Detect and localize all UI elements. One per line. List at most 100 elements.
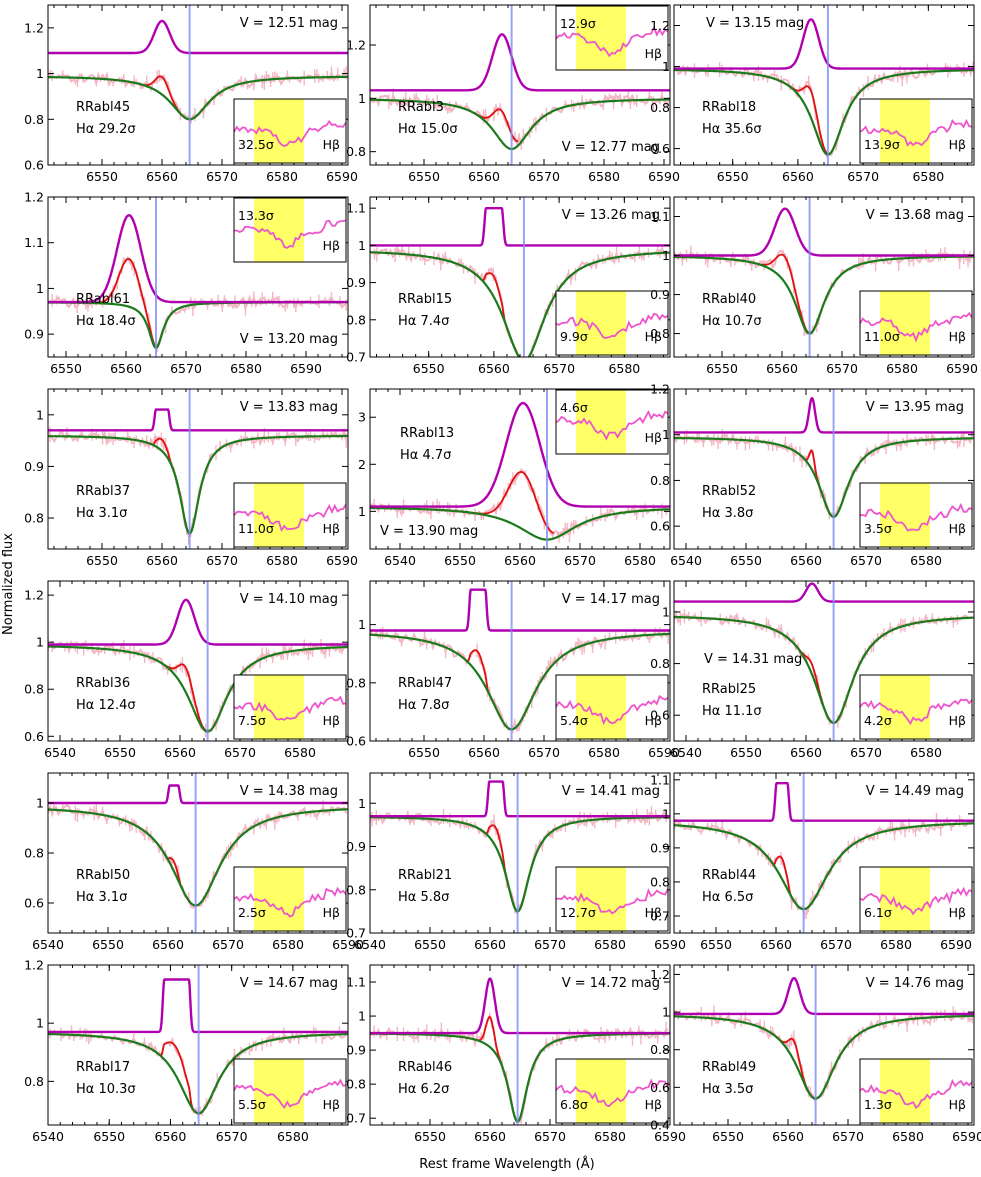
panel-rrabl44: 6550 6560 6570 6580 6590 0.7 0.8 0.9 1 1.1 V = 14.… <box>650 772 975 952</box>
hbeta-label: Hβ <box>323 238 340 253</box>
x-tick-label: 6580 <box>910 553 942 568</box>
hbeta-significance: 12.9σ <box>560 16 596 31</box>
axes-frame <box>47 964 349 1126</box>
plot-area <box>370 965 670 1125</box>
halpha-significance: Hα 3.8σ <box>702 506 753 521</box>
y-tick-label: 1 <box>36 281 44 296</box>
vmag-label: V = 14.41 mag <box>562 784 660 799</box>
hbeta-window <box>576 291 626 355</box>
halpha-significance: Hα 35.6σ <box>702 122 762 137</box>
y-tick-labels: 0.6 0.8 1 1.2 <box>650 18 670 156</box>
hbeta-label: Hβ <box>949 905 966 920</box>
x-tick-label: 6550 <box>700 937 732 952</box>
x-tick-labels: 6550 6560 6570 6580 6590 <box>712 1129 981 1144</box>
y-ticks <box>48 196 348 335</box>
x-tick-label: 6550 <box>408 169 440 184</box>
emission-component <box>674 582 974 603</box>
y-tick-label: 0.7 <box>346 350 366 365</box>
inset-frame <box>233 1058 347 1124</box>
hbeta-label: Hβ <box>949 137 966 152</box>
x-ticks <box>369 773 671 933</box>
x-tick-label: 6550 <box>104 745 136 760</box>
x-tick-label: 6570 <box>820 937 852 952</box>
hbeta-label: Hβ <box>645 46 662 61</box>
model-fit-red <box>469 269 533 357</box>
absorption-fit <box>370 816 670 913</box>
hbeta-curve <box>555 694 669 726</box>
panel-rrabl46: 6550 6560 6570 6580 6590 0.7 0.8 0.9 1 1.1 V = 14.… <box>346 964 686 1144</box>
x-tick-label: 6570 <box>212 937 244 952</box>
plot-area <box>370 773 670 933</box>
star-name: RRabl45 <box>76 100 130 115</box>
x-tick-label: 6570 <box>847 169 879 184</box>
hbeta-inset: 11.0σ Hβ <box>859 290 973 356</box>
hbeta-window <box>254 675 304 739</box>
y-tick-label: 0.8 <box>346 882 366 897</box>
halpha-significance: Hα 4.7σ <box>400 448 451 463</box>
x-tick-label: 6580 <box>588 169 620 184</box>
hbeta-window <box>880 867 930 931</box>
y-tick-label: 1 <box>358 504 366 519</box>
y-tick-label: 1.2 <box>24 588 44 603</box>
y-tick-labels: 0.4 0.6 0.8 1 1.2 <box>650 967 670 1133</box>
y-tick-labels: 0.7 0.8 0.9 1 1.1 <box>650 772 670 923</box>
x-ticks <box>47 773 349 933</box>
absorption-fit <box>674 68 974 156</box>
x-tick-label: 6590 <box>952 1129 981 1144</box>
emission-component <box>674 207 974 257</box>
y-tick-label: 0.6 <box>24 896 44 911</box>
x-tick-label: 6560 <box>760 937 792 952</box>
inset-frame <box>233 674 347 740</box>
y-tick-labels: 0.7 0.8 0.9 1 <box>346 796 366 941</box>
inset-frame <box>859 866 973 932</box>
emission-component <box>48 784 348 805</box>
hbeta-curve <box>555 312 669 339</box>
halpha-significance: Hα 15.0σ <box>398 122 458 137</box>
hbeta-window <box>576 390 626 454</box>
y-tick-label: 1.2 <box>650 382 670 397</box>
hbeta-inset: 12.7σ Hβ <box>555 866 669 932</box>
hbeta-label: Hβ <box>645 430 662 445</box>
hbeta-inset: 2.5σ Hβ <box>233 866 347 932</box>
y-tick-label: 0.8 <box>346 675 366 690</box>
panel-rrabl40: 6550 6560 6570 6580 6590 0.8 0.9 1 1.1 V = 13.68 … <box>650 196 978 376</box>
y-tick-labels: 0.6 0.8 1 <box>650 604 670 722</box>
panel-grid: 6550 6560 6570 6580 6590 0.6 0.8 1 1.2 V = 12.51 … <box>24 4 981 1144</box>
y-tick-labels: 0.8 1 1.2 <box>346 38 366 160</box>
y-tick-label: 1 <box>358 1009 366 1024</box>
model-fit-red <box>138 1041 207 1115</box>
hbeta-significance: 6.1σ <box>864 905 892 920</box>
y-tick-label: 0.8 <box>24 846 44 861</box>
absorption-fit <box>48 645 348 733</box>
model-fit-red <box>761 1027 824 1100</box>
absorption-fit <box>370 98 670 151</box>
x-tick-label: 6560 <box>468 169 500 184</box>
x-tick-label: 6550 <box>408 745 440 760</box>
y-tick-label: 1.2 <box>346 38 366 53</box>
emission-component <box>674 397 974 434</box>
vmag-label: V = 13.26 mag <box>562 208 660 223</box>
hbeta-curve <box>859 886 973 916</box>
plot-area <box>674 389 974 549</box>
axes-frame <box>369 964 671 1126</box>
inset-frame <box>233 98 347 164</box>
star-name: RRabl40 <box>702 292 756 307</box>
y-tick-label: 0.7 <box>650 908 670 923</box>
hbeta-label: Hβ <box>323 137 340 152</box>
hbeta-window <box>254 483 304 547</box>
vmag-label: V = 13.15 mag <box>706 16 804 31</box>
plot-area <box>48 773 348 933</box>
x-tick-label: 6560 <box>772 1129 804 1144</box>
star-name: RRabl13 <box>400 426 454 441</box>
x-tick-label: 6590 <box>326 553 358 568</box>
x-tick-labels: 6540 6550 6560 6570 6580 <box>32 1129 309 1144</box>
x-tick-labels: 6550 6560 6570 6580 <box>413 361 641 376</box>
inset-frame <box>233 866 347 932</box>
absorption-fit <box>674 255 974 335</box>
y-tick-label: 0.9 <box>650 840 670 855</box>
x-tick-label: 6560 <box>474 937 506 952</box>
x-tick-label: 6590 <box>946 361 978 376</box>
hbeta-significance: 2.5σ <box>238 905 266 920</box>
